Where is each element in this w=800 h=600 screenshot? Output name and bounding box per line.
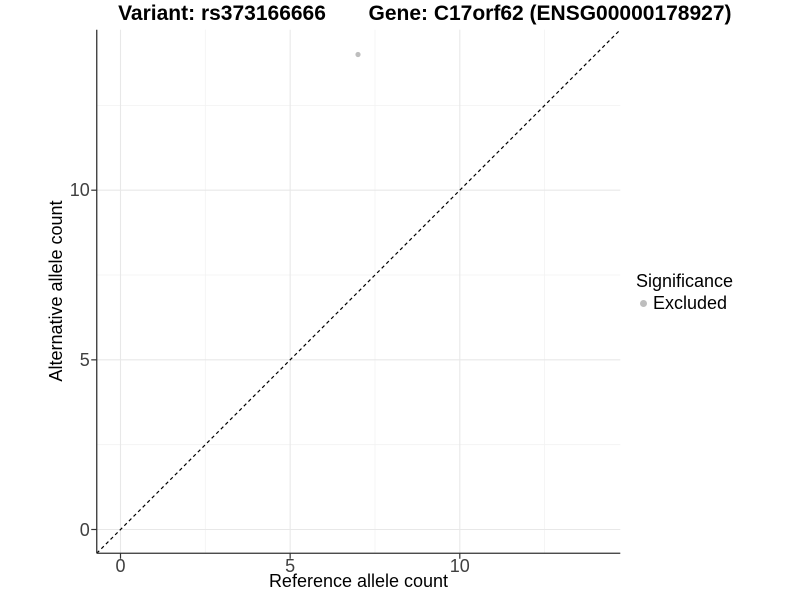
x-tick-label: 0 xyxy=(115,556,126,576)
y-tick-label: 10 xyxy=(69,180,90,201)
x-tick-label: 10 xyxy=(449,556,470,576)
legend: Significance Excluded xyxy=(636,271,733,314)
x-axis-title: Reference allele count xyxy=(268,571,449,591)
legend-entry-label: Excluded xyxy=(653,293,728,313)
y-tick-label: 5 xyxy=(79,349,90,370)
plot-title-gene: Gene: C17orf62 (ENSG00000178927) xyxy=(368,2,732,25)
data-point xyxy=(355,51,361,58)
y-tick-label: 0 xyxy=(79,519,90,540)
identity-dashed-line xyxy=(96,29,621,554)
y-axis-title: Alternative allele count xyxy=(46,200,66,382)
x-tick-label: 5 xyxy=(285,556,296,576)
legend-point-icon xyxy=(640,300,647,307)
plot-title-variant: Variant: rs373166666 xyxy=(118,2,326,25)
legend-entry-excluded: Excluded xyxy=(636,293,733,314)
legend-title: Significance xyxy=(636,271,734,291)
